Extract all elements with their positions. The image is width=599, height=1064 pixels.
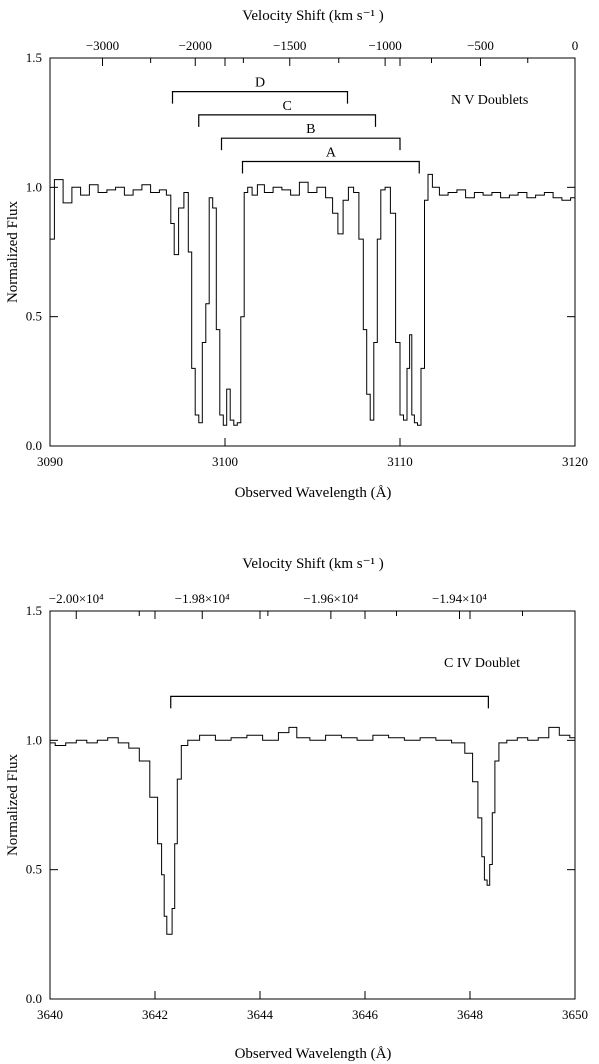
nv-y-axis-title: Normalized Flux	[5, 200, 21, 303]
civ-top-tick-label: −1.96×10⁴	[303, 591, 358, 606]
civ-top-axis-title: Velocity Shift (km s⁻¹ )	[242, 556, 384, 572]
civ-top-tick-label: −1.98×10⁴	[175, 591, 230, 606]
nv-annotation: N V Doublets	[451, 93, 528, 108]
civ-top-tick-label: −1.94×10⁴	[432, 591, 487, 606]
nv-top-tick-label: −1500	[273, 38, 306, 53]
nv-y-tick-label: 0.0	[26, 438, 42, 453]
nv-x-tick-label: 3100	[212, 454, 238, 469]
nv-panel: Velocity Shift (km s⁻¹ ) 3090 3100 3110 312…	[5, 8, 588, 501]
nv-y-tick-label: 0.5	[26, 309, 42, 324]
civ-y-axis-title: Normalized Flux	[5, 753, 21, 856]
nv-top-tick-label: 0	[572, 38, 579, 53]
civ-x-tick-label: 3648	[457, 1007, 483, 1022]
nv-x-tick-label: 3120	[562, 454, 588, 469]
civ-x-axis-title: Observed Wavelength (Å)	[235, 1046, 392, 1062]
civ-x-tick-label: 3642	[142, 1007, 168, 1022]
nv-top-tick-label: −500	[467, 38, 494, 53]
nv-x-tick-label: 3090	[37, 454, 63, 469]
nv-plot-frame	[49, 57, 576, 447]
civ-top-tick-label: −2.00×10⁴	[49, 591, 104, 606]
nv-doublet-label: D	[255, 76, 265, 91]
nv-spectrum-line	[50, 173, 575, 426]
civ-axis-ticks: 3640 3642 3644 3646 3648 3650 0.0 0.5 1.0 1.5 −2.0…	[26, 591, 588, 1022]
nv-y-tick-label: 1.5	[26, 50, 42, 65]
nv-top-tick-label: −2000	[179, 38, 212, 53]
civ-x-tick-label: 3640	[37, 1007, 63, 1022]
civ-marks	[50, 695, 575, 935]
civ-spectrum-line	[50, 726, 575, 935]
civ-annotation: C IV Doublet	[444, 656, 520, 671]
nv-x-axis-title: Observed Wavelength (Å)	[235, 485, 392, 501]
civ-x-tick-label: 3646	[352, 1007, 379, 1022]
nv-axis-ticks: 3090 3100 3110 3120 0.0 0.5 1.0 1.5 −3000 −2000 −1…	[26, 38, 588, 469]
nv-doublet-label: C	[282, 99, 291, 114]
nv-doublet-bracket	[198, 114, 377, 127]
civ-doublet-bracket	[170, 695, 489, 709]
civ-x-tick-label: 3644	[247, 1007, 274, 1022]
civ-y-tick-label: 1.0	[26, 732, 42, 747]
civ-y-tick-label: 0.5	[26, 862, 42, 877]
nv-top-tick-label: −1000	[368, 38, 401, 53]
nv-marks: D CBA	[50, 76, 575, 426]
nv-top-tick-label: −3000	[86, 38, 119, 53]
nv-doublet-bracket	[220, 137, 401, 151]
nv-doublet-label: B	[306, 122, 315, 137]
nv-y-tick-label: 1.0	[26, 179, 42, 194]
civ-panel: Velocity Shift (km s⁻¹ ) 3640 3642 3644 364…	[5, 556, 588, 1062]
civ-x-tick-label: 3650	[562, 1007, 588, 1022]
nv-doublet-bracket	[171, 91, 349, 104]
civ-plot-frame	[49, 610, 576, 1000]
nv-x-tick-label: 3110	[387, 454, 413, 469]
civ-y-tick-label: 0.0	[26, 991, 42, 1006]
nv-doublet-bracket	[241, 160, 420, 174]
civ-y-tick-label: 1.5	[26, 603, 42, 618]
nv-doublet-label: A	[326, 145, 337, 160]
nv-top-axis-title: Velocity Shift (km s⁻¹ )	[242, 8, 384, 24]
